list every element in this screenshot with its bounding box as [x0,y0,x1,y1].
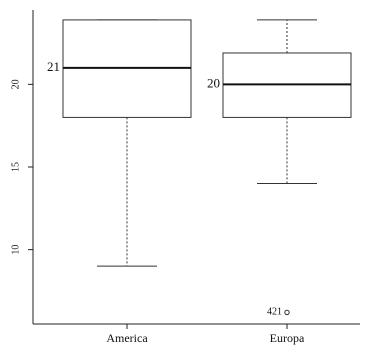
boxes: 21 20 421 [47,19,352,318]
median-label: 21 [47,59,60,74]
box-group-america: 21 [47,19,192,267]
y-tick-label: 20 [10,79,21,89]
x-tick-label: America [106,331,148,345]
y-axis-ticks: 10 15 20 [10,79,33,255]
y-tick-label: 10 [10,245,21,255]
x-tick-label: Europa [270,331,305,345]
median-label: 20 [207,75,220,90]
category-labels: America Europa [106,324,305,345]
outlier-point [284,309,290,316]
outlier-label: 421 [267,307,282,318]
y-tick-label: 15 [10,162,21,172]
box-group-europa: 20 421 [207,19,352,318]
